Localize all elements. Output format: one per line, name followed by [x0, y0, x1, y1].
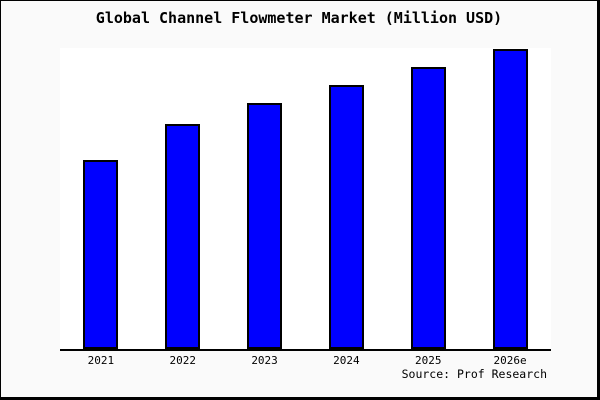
bar-2023	[247, 103, 283, 349]
bar-slot	[224, 48, 306, 349]
bar-2022	[165, 124, 201, 349]
bar-2026e	[492, 49, 528, 349]
bar-2025	[410, 67, 446, 349]
x-tick-label-2025: 2025	[414, 354, 442, 367]
bar-slot	[469, 48, 551, 349]
chart-title: Global Channel Flowmeter Market (Million…	[95, 9, 503, 27]
x-tick-label-2022: 2022	[169, 354, 196, 367]
bar-2024	[328, 85, 364, 349]
x-tick-label-2024: 2024	[333, 354, 360, 367]
x-tick-label-2023: 2023	[251, 354, 278, 367]
x-axis-labels: 2021 2022 2023 2024 2025 2026e	[60, 355, 551, 367]
plot-area	[60, 48, 551, 351]
source-note: Source: Prof Research	[401, 367, 547, 381]
bar-slot	[305, 48, 387, 349]
x-tick-label-2021: 2021	[87, 354, 115, 367]
bar-slot	[142, 48, 224, 349]
x-tick-label-2026e: 2026e	[493, 354, 527, 367]
bar-slot	[387, 48, 469, 349]
bar-2021	[83, 160, 119, 349]
bar-slot	[60, 48, 142, 349]
bars-container	[60, 48, 551, 349]
